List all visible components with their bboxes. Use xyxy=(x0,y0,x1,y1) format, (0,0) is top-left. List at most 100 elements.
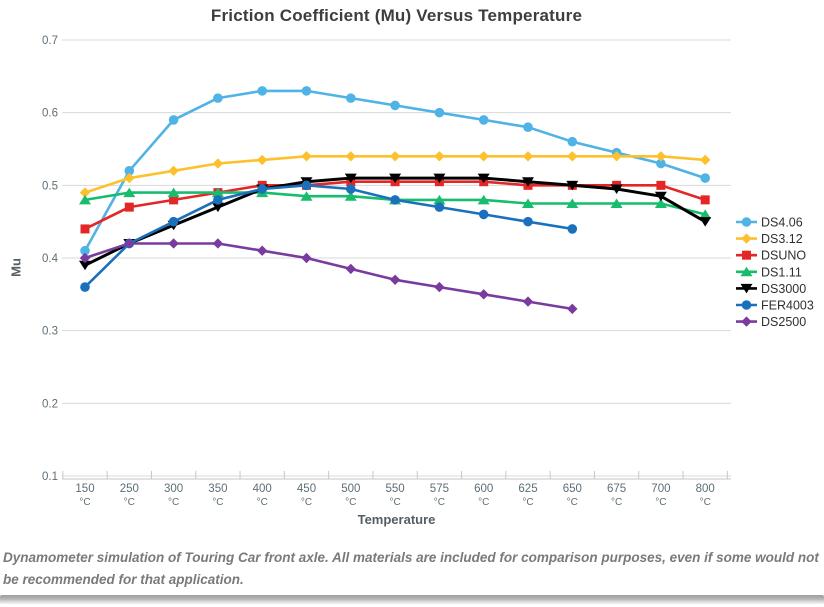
x-tick-unit-150: °C xyxy=(79,497,90,508)
series-line-FER4003 xyxy=(83,184,574,289)
series-line-DS2500 xyxy=(83,242,574,311)
series-marker-DS3000-675 xyxy=(610,184,623,194)
series-marker-DSUNO-700 xyxy=(656,180,666,190)
series-marker-DS1.11-500 xyxy=(344,191,357,201)
x-tick-label-500: 500 xyxy=(341,483,360,495)
legend-item-DSUNO[interactable]: DSUNO xyxy=(736,249,806,263)
legend-marker-DS2500 xyxy=(741,316,752,327)
series-marker-DS2500-250 xyxy=(124,238,135,249)
legend-item-DS3000[interactable]: DS3000 xyxy=(736,282,806,296)
series-marker-DS2500-300 xyxy=(168,238,179,249)
series-marker-DS2500-625 xyxy=(522,296,534,307)
y-tick-label-0.3: 0.3 xyxy=(42,326,58,338)
series-marker-DS3000-625 xyxy=(522,177,534,187)
series-marker-DS4.06-500 xyxy=(346,93,356,103)
x-tick-label-575: 575 xyxy=(430,483,449,495)
x-tick-label-250: 250 xyxy=(120,483,139,495)
series-marker-DS3.12-625 xyxy=(522,151,534,162)
series-marker-DS4.06-150 xyxy=(80,245,90,256)
series-marker-DSUNO-150 xyxy=(80,224,90,234)
series-marker-DS3000-800 xyxy=(699,217,712,227)
series-marker-FER4003-500 xyxy=(346,184,356,194)
series-marker-DS3.12-600 xyxy=(478,151,489,162)
series-marker-DS2500-550 xyxy=(389,274,401,285)
series-marker-DS3.12-400 xyxy=(257,154,268,166)
series-marker-DS2500-575 xyxy=(434,281,445,293)
legend-label-DS3000: DS3000 xyxy=(761,282,806,296)
series-marker-DS3000-700 xyxy=(654,191,667,202)
series-marker-DS3.12-550 xyxy=(389,151,401,162)
series-marker-DS2500-650 xyxy=(567,303,578,315)
legend-label-FER4003: FER4003 xyxy=(761,299,814,313)
series-marker-DSUNO-800 xyxy=(700,195,710,205)
friction-chart-plot: 0.7 0.6 0.5 0.4 0.3 0.2 0.1 150 °C 250 °C 300 °C 350 °… xyxy=(42,35,814,508)
legend-marker-DS3.12 xyxy=(741,233,752,244)
x-tick-label-300: 300 xyxy=(164,483,183,495)
series-marker-FER4003-625 xyxy=(523,216,533,227)
series-marker-DS3.12-300 xyxy=(168,165,179,176)
series-marker-DS2500-500 xyxy=(345,263,356,275)
y-tick-label-0.5: 0.5 xyxy=(42,180,58,192)
legend-label-DS3.12: DS3.12 xyxy=(761,232,803,246)
series-marker-DS1.11-650 xyxy=(566,198,579,208)
legend-label-DS1.11: DS1.11 xyxy=(761,265,802,279)
legend-item-FER4003[interactable]: FER4003 xyxy=(736,299,814,313)
legend-item-DS4.06[interactable]: DS4.06 xyxy=(736,216,803,230)
series-marker-FER4003-450 xyxy=(301,180,312,191)
chart-title: Friction Coefficient (Mu) Versus Tempera… xyxy=(210,6,583,25)
legend-item-DS2500[interactable]: DS2500 xyxy=(736,315,806,329)
x-tick-unit-700: °C xyxy=(655,497,666,508)
series-marker-DS3.12-675 xyxy=(611,151,622,162)
y-axis-title: Mu xyxy=(8,258,24,277)
series-marker-DS4.06-400 xyxy=(257,86,268,96)
legend-item-DS1.11[interactable]: DS1.11 xyxy=(736,265,802,279)
x-tick-label-450: 450 xyxy=(297,483,316,495)
series-marker-DS3000-575 xyxy=(433,173,446,184)
series-marker-DSUNO-300 xyxy=(169,195,179,205)
horizontal-scrollbar[interactable] xyxy=(0,595,824,604)
legend-item-DS3.12[interactable]: DS3.12 xyxy=(736,232,803,246)
series-marker-FER4003-600 xyxy=(478,209,489,220)
y-tick-label-0.1: 0.1 xyxy=(42,471,58,483)
series-marker-FER4003-150 xyxy=(80,282,90,292)
series-marker-DS4.06-575 xyxy=(434,107,445,118)
legend-marker-DS3000 xyxy=(740,283,753,294)
x-tick-unit-550: °C xyxy=(389,497,400,508)
series-marker-DS1.11-350 xyxy=(211,187,224,198)
series-marker-DS3.12-500 xyxy=(345,151,356,162)
series-marker-DS3000-350 xyxy=(211,202,224,213)
y-tick-label-0.6: 0.6 xyxy=(42,108,58,120)
series-marker-DSUNO-250 xyxy=(124,202,134,212)
series-marker-DS2500-450 xyxy=(301,252,312,264)
legend-marker-DS1.11 xyxy=(740,266,753,277)
series-marker-DS1.11-600 xyxy=(477,194,490,205)
series-marker-DS3.12-450 xyxy=(301,151,312,162)
legend-marker-FER4003 xyxy=(741,300,752,310)
x-tick-unit-350: °C xyxy=(212,497,223,508)
series-marker-DS3.12-575 xyxy=(434,151,445,162)
chart-footnote: Dynamometer simulation of Touring Car fr… xyxy=(3,550,819,587)
x-tick-label-675: 675 xyxy=(607,483,626,495)
x-tick-label-400: 400 xyxy=(253,483,272,495)
x-tick-unit-650: °C xyxy=(567,497,578,508)
series-marker-DS1.11-675 xyxy=(610,198,623,208)
series-marker-DS2500-600 xyxy=(478,289,489,300)
series-marker-DS4.06-600 xyxy=(478,115,489,125)
series-marker-FER4003-300 xyxy=(168,216,179,227)
series-marker-DS3.12-350 xyxy=(212,158,224,169)
legend-label-DS4.06: DS4.06 xyxy=(761,216,803,230)
x-tick-label-550: 550 xyxy=(386,483,405,495)
y-tick-label-0.4: 0.4 xyxy=(42,253,59,265)
series-marker-DS3.12-150 xyxy=(79,187,91,198)
x-tick-unit-300: °C xyxy=(168,497,179,508)
series-marker-FER4003-650 xyxy=(567,224,578,234)
legend-label-DS2500: DS2500 xyxy=(761,315,806,329)
series-marker-FER4003-400 xyxy=(257,184,268,194)
series-marker-DS3.12-700 xyxy=(655,151,667,162)
series-marker-DS4.06-300 xyxy=(168,115,179,125)
series-marker-DS1.11-300 xyxy=(167,187,180,198)
x-tick-unit-675: °C xyxy=(611,497,622,508)
x-axis-title: Temperature xyxy=(357,512,436,527)
series-marker-DS2500-350 xyxy=(212,238,224,249)
x-tick-unit-600: °C xyxy=(478,497,489,508)
